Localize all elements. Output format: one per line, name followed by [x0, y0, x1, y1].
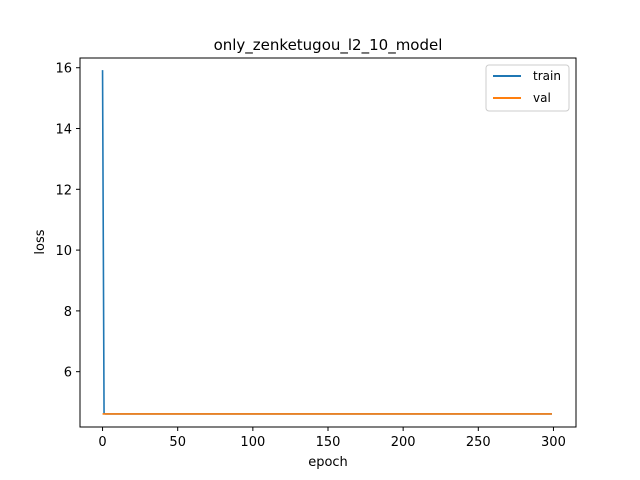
chart-title: only_zenketugou_l2_10_model	[214, 36, 443, 55]
y-tick-label: 6	[64, 366, 72, 381]
series-layer	[101, 70, 552, 415]
x-tick-label: 100	[240, 435, 265, 450]
y-tick-label: 12	[55, 183, 72, 198]
legend-label-train: train	[533, 69, 561, 83]
x-tick-label: 0	[98, 435, 106, 450]
legend: train val	[485, 64, 570, 112]
x-tick-label: 150	[316, 435, 341, 450]
x-tick-label: 50	[169, 435, 186, 450]
x-tick-label: 200	[391, 435, 416, 450]
y-tick-label: 16	[55, 62, 72, 77]
x-tick-label: 300	[541, 435, 566, 450]
y-tick-label: 8	[64, 305, 72, 320]
y-axis-ticks: 6 8 10 12 14 16	[55, 62, 80, 381]
y-tick-label: 10	[55, 244, 72, 259]
x-tick-label: 250	[466, 435, 491, 450]
y-tick-label: 14	[55, 123, 72, 138]
x-axis-label: epoch	[308, 455, 348, 470]
legend-label-val: val	[533, 91, 551, 105]
x-axis-ticks: 0 50 100 150 200 250 300	[98, 427, 566, 450]
y-axis-label: loss	[33, 229, 48, 254]
